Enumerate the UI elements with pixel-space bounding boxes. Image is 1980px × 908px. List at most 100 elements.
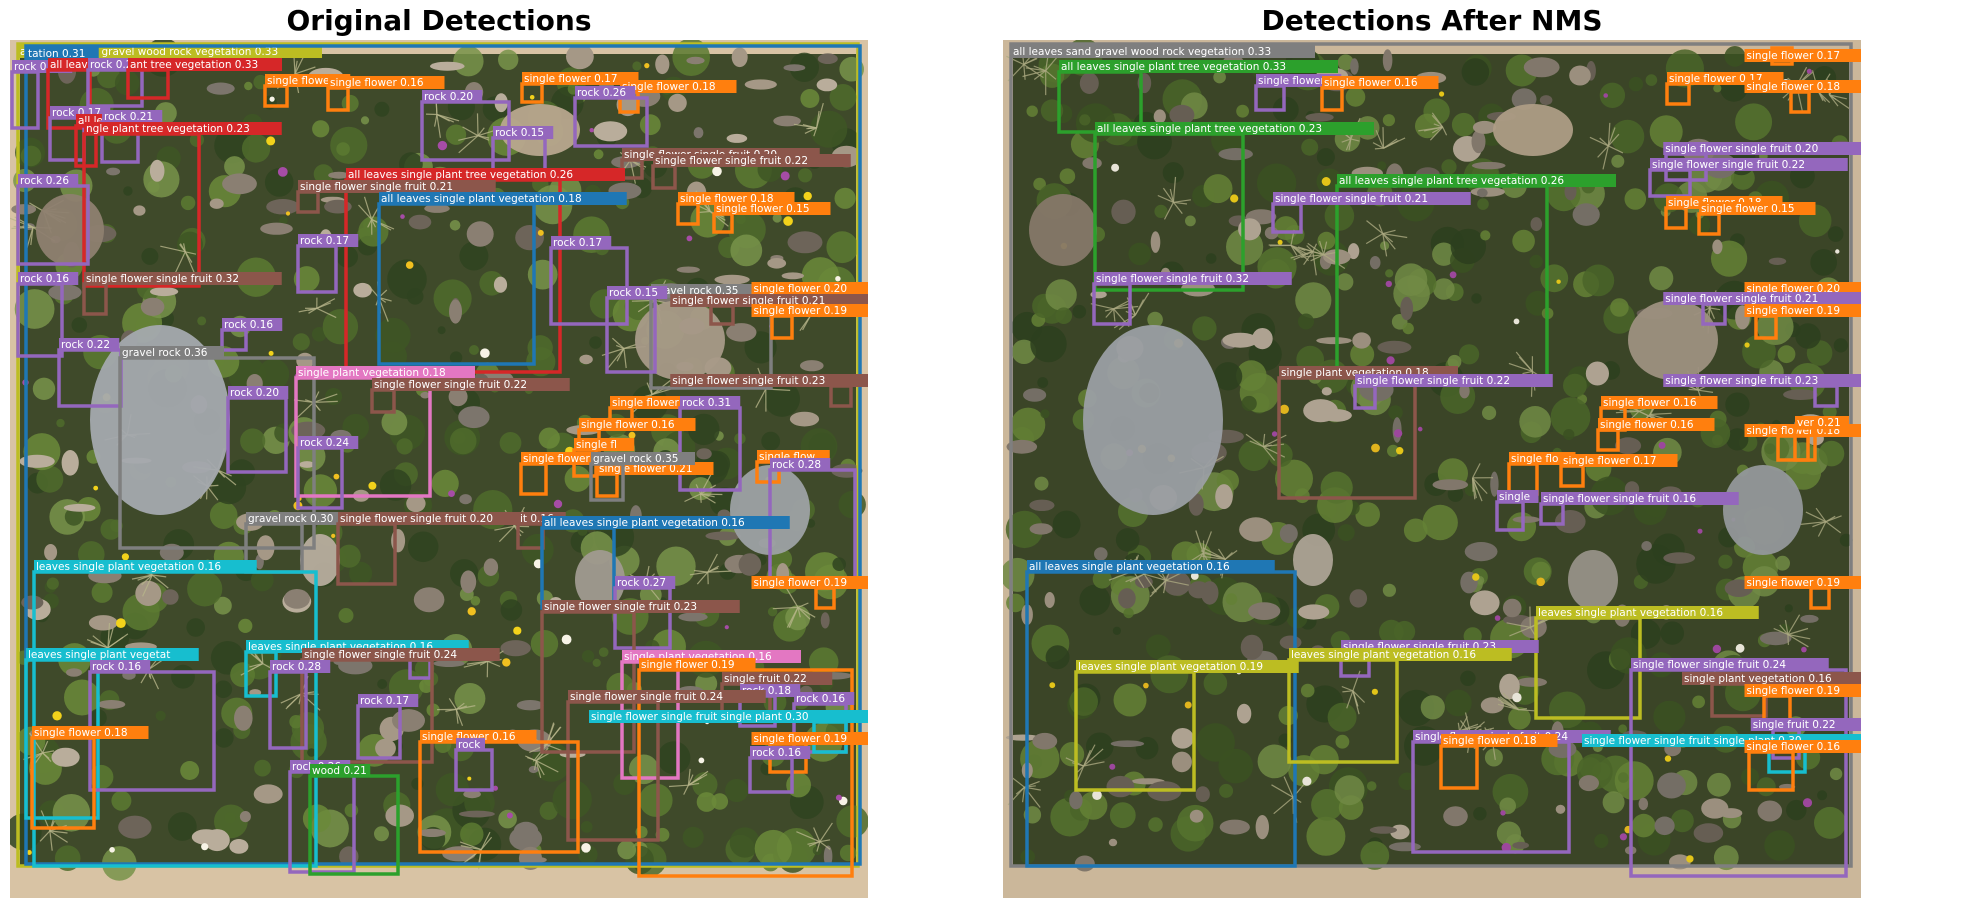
detection-label: all leaves single plant tree vegetation … <box>348 169 573 181</box>
detection-label: single flower single fruit 0.32 <box>86 273 239 285</box>
detection: single flower single fruit 0.22 <box>1353 374 1553 410</box>
detection: single flower 0.16 <box>1320 76 1439 112</box>
detection-label: rock 0.27 <box>617 577 666 589</box>
detection-label-bg <box>493 126 554 139</box>
detection-label-bg <box>1601 396 1718 409</box>
detection-label: single flower 0.20 <box>754 283 848 295</box>
detection: tation 0.31 <box>24 44 862 866</box>
detection-label-bg <box>1011 45 1315 58</box>
detection-label-bg <box>653 154 851 167</box>
detection-label-bg <box>1744 740 1861 753</box>
detection-label-bg <box>310 764 371 777</box>
detection-label-bg <box>1744 304 1861 317</box>
detection-label: single flower 0.18 <box>34 727 128 739</box>
detection-label: single flower 0.19 <box>1747 577 1841 589</box>
detection-label-bg <box>574 438 635 451</box>
detection-label: single flower 0.19 <box>754 577 848 589</box>
detection: single flower 0.19 <box>751 576 868 610</box>
detection-label-bg <box>1682 672 1861 685</box>
detection-canvas: all leaves sand gravel wood rock vegetat… <box>10 40 868 898</box>
detection-label-bg <box>522 72 639 85</box>
detection-label: rock 0.16 <box>224 319 273 331</box>
detection-label: single flower 0.15 <box>1701 203 1795 215</box>
detection: single flower single fruit 0.32 <box>1092 272 1292 326</box>
detection-label: tation 0.31 <box>28 48 85 60</box>
panel-title: Detections After NMS <box>1261 4 1603 37</box>
detection-label: single flower single fruit 0.21 <box>1665 293 1818 305</box>
detection-label: leaves single plant vegetat <box>28 649 170 661</box>
detection-label-bg <box>328 76 445 89</box>
detection-label: single flower single fruit 0.16 <box>1543 493 1696 505</box>
detection-label: all leaves single plant vegetation 0.16 <box>544 517 745 529</box>
detection: single flower 0.19 <box>1744 684 1861 728</box>
detection-label: all leaves single plant tree vegetation … <box>1061 61 1286 73</box>
detection-label: rock <box>458 739 481 751</box>
detection-label-bg <box>1663 374 1861 387</box>
detection: rock 0.26 <box>16 174 90 266</box>
detection-label: single flower 0.16 <box>1747 741 1841 753</box>
detection: single flower single fruit 0.32 <box>82 272 282 316</box>
detection-label-bg <box>1027 560 1275 573</box>
detection-label: rock 0.16 <box>796 693 845 705</box>
detection: all leaves sand gravel wood rock vegetat… <box>1009 42 1853 868</box>
detection-label: single flower 0.17 <box>1669 73 1763 85</box>
detection-label-bg <box>1541 492 1739 505</box>
detection-label: rock 0.15 <box>495 127 544 139</box>
detection-canvas: all leaves sand gravel wood rock vegetat… <box>1003 40 1861 898</box>
detection-label-bg <box>228 386 289 399</box>
detection-label-bg <box>568 690 766 703</box>
detection-label-bg <box>456 738 485 751</box>
detection-label: single flower 0.16 <box>330 77 424 89</box>
detection-label-bg <box>298 234 359 247</box>
detection: rock 0.16 <box>748 746 811 794</box>
detection: leaves single plant vegetat <box>24 648 199 820</box>
detection-label-bg <box>128 58 282 71</box>
detection: single flower 0.18 <box>618 80 737 114</box>
detection-label-bg <box>346 168 625 181</box>
detection: rock <box>454 738 494 792</box>
detection-label-bg <box>1650 158 1848 171</box>
detection-label: ant tree vegetation 0.33 <box>130 59 258 71</box>
detection: leaves single plant vegetation 0.16 <box>32 560 318 868</box>
detection: single flower single fruit 0.24 <box>566 690 766 842</box>
detection-label-bg <box>26 47 99 60</box>
detection-label: single fruit 0.22 <box>1753 719 1836 731</box>
detection: single flower 0.15 <box>712 202 831 234</box>
detection-label-bg <box>1561 454 1678 467</box>
detection: single flower 0.19 <box>1744 304 1861 340</box>
detection-label: rock 0.16 <box>752 747 801 759</box>
detection-label-bg <box>379 192 627 205</box>
detection-label: single flower 0.16 <box>1324 77 1418 89</box>
detection-label: single flower single fruit 0.20 <box>1665 143 1818 155</box>
detection-label-bg <box>1322 76 1439 89</box>
detection-label-bg <box>751 304 868 317</box>
detection-label-bg <box>751 576 868 589</box>
detection-label-bg <box>120 346 224 359</box>
detection-label-bg <box>222 318 283 331</box>
detection-label-bg <box>102 110 163 123</box>
detection: all leave <box>46 58 109 130</box>
detection: single flower 0.19 <box>751 304 868 340</box>
detection: ant tree vegetation 0.33 <box>126 58 282 100</box>
detection-image-original: all leaves sand gravel wood rock vegetat… <box>10 40 868 898</box>
detection: rock 0.26 <box>573 86 649 148</box>
detection: single flower single fruit 0.23 <box>670 374 868 408</box>
detection-label: single flower <box>267 75 335 87</box>
detection: single flower single fruit 0.24 <box>300 648 500 764</box>
detection-label-bg <box>575 86 636 99</box>
detection-label-bg <box>1095 122 1374 135</box>
detection-label-bg <box>1337 174 1616 187</box>
detection-box <box>16 42 860 868</box>
detection-label-bg <box>1631 658 1829 671</box>
detection-label-bg <box>751 282 868 295</box>
detection: single flower 0.17 <box>1665 72 1784 106</box>
detection-label: rock 0.17 <box>300 235 349 247</box>
detection: rock 0.17 <box>549 236 629 326</box>
detection-label: single flower single fruit 0.20 <box>340 513 493 525</box>
detection: single flower 0.16 <box>1744 740 1861 792</box>
detection: single flower 0.15 <box>1697 202 1816 236</box>
detection-label: single <box>1499 491 1530 503</box>
detection-label: single flower 0.18 <box>1443 735 1537 747</box>
detection-label: rock 0.28 <box>272 661 321 673</box>
detection-label: single flower single fruit 0.21 <box>300 181 453 193</box>
